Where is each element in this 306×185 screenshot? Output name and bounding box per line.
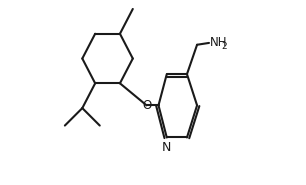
- Text: 2: 2: [221, 42, 227, 51]
- Text: NH: NH: [210, 36, 227, 49]
- Text: N: N: [162, 141, 171, 154]
- Text: O: O: [143, 99, 152, 112]
